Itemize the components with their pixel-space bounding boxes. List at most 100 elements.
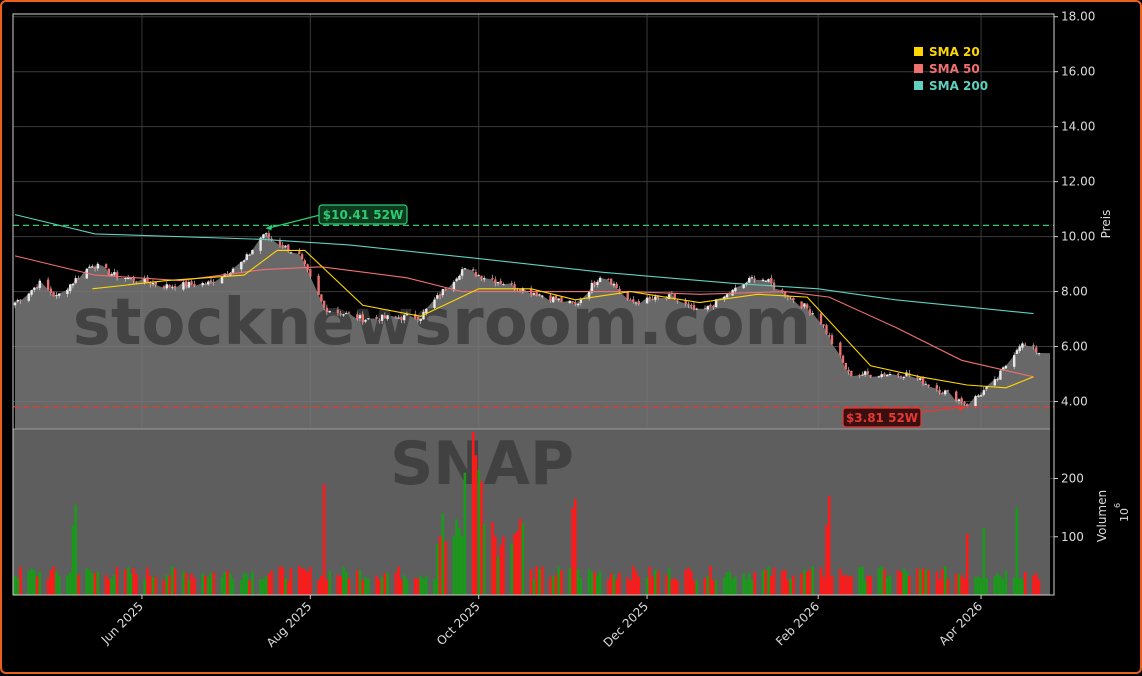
volume-bar	[510, 543, 514, 595]
candle-body	[201, 283, 204, 286]
volume-bar	[808, 569, 812, 595]
volume-bar	[609, 573, 613, 595]
candle-body	[265, 233, 268, 235]
volume-bar	[458, 527, 461, 595]
volume-bar	[356, 570, 359, 595]
volume-bar	[753, 572, 756, 595]
volume-bar	[996, 573, 999, 595]
candle-body	[212, 281, 215, 283]
candle-body	[187, 282, 191, 288]
volume-bar	[298, 566, 301, 595]
volume-bar	[27, 571, 31, 595]
volume-bar	[965, 533, 969, 595]
volume-bar	[656, 571, 660, 595]
candle-body	[966, 403, 969, 407]
volume-bar	[71, 525, 75, 595]
low-52w-arrow	[921, 406, 964, 413]
candle-body	[71, 283, 75, 286]
candle-body	[480, 275, 483, 279]
date-tick-label: Feb 2026	[773, 599, 822, 648]
volume-bar	[344, 571, 348, 595]
candle-body	[284, 245, 287, 248]
candle-body	[259, 237, 262, 251]
volume-bar	[474, 455, 478, 595]
volume-bar	[847, 576, 850, 595]
candle-body	[33, 287, 36, 290]
volume-bar	[772, 567, 776, 595]
volume-bar	[811, 566, 814, 595]
candle-body	[496, 282, 500, 284]
price-area-fill	[15, 233, 1050, 429]
sma20-line	[92, 249, 1034, 389]
volume-bar	[104, 574, 108, 595]
candle-body	[483, 278, 486, 280]
candle-body	[30, 290, 33, 295]
candle-body	[270, 238, 273, 240]
candle-body	[240, 261, 243, 270]
candle-body	[935, 385, 939, 389]
legend-label: SMA 20	[929, 45, 980, 59]
candle-body	[571, 301, 574, 303]
candle-body	[27, 293, 30, 301]
volume-bar	[877, 568, 881, 595]
volume-bar	[66, 575, 69, 595]
candle-body	[651, 298, 654, 300]
candle-body	[637, 301, 640, 305]
candle-body	[143, 278, 146, 283]
volume-tick-label: 200	[1061, 472, 1084, 486]
candle-body	[800, 301, 803, 308]
volume-bar	[339, 576, 342, 595]
volume-bar	[242, 573, 246, 595]
candle-body	[491, 278, 494, 280]
candle-body	[127, 277, 130, 280]
volume-bar	[999, 575, 1002, 595]
52w-levels: $10.41 52W $3.81 52W	[13, 204, 1054, 428]
candle-body	[1035, 347, 1038, 353]
candle-body	[146, 277, 149, 283]
volume-bar	[231, 579, 235, 595]
volume-bar	[764, 570, 767, 595]
volume-bar	[935, 571, 939, 595]
candle-body	[278, 240, 282, 246]
volume-bar	[568, 567, 572, 595]
candle-body	[378, 320, 381, 322]
volume-bar	[422, 578, 425, 595]
legend: SMA 20 SMA 50 SMA 200	[914, 45, 988, 93]
candle-body	[287, 244, 290, 252]
date-tick-label: Oct 2025	[434, 599, 483, 648]
candle-body	[171, 286, 174, 288]
volume-bar	[226, 570, 229, 595]
candle-body	[405, 314, 409, 316]
plot-border	[12, 13, 1055, 596]
volume-bar	[306, 572, 309, 595]
volume-bar	[844, 574, 848, 595]
volume-bar	[863, 580, 867, 595]
volume-bar	[632, 566, 635, 595]
volume-bar	[538, 568, 541, 595]
price-area	[13, 233, 1050, 595]
volume-bar	[154, 576, 158, 595]
candle-body	[880, 374, 883, 377]
volume-bar	[761, 570, 765, 595]
candle-body	[839, 342, 842, 356]
candle-body	[560, 297, 563, 303]
candle-body	[568, 300, 571, 304]
candle-body	[830, 335, 834, 344]
volume-bar	[549, 577, 552, 595]
volume-bar	[985, 578, 988, 595]
candle-body	[974, 396, 977, 407]
volume-bar	[1018, 578, 1021, 595]
volume-bar	[55, 571, 58, 595]
volume-bar	[554, 574, 558, 595]
volume-bar	[667, 568, 671, 595]
volume-bar	[107, 579, 111, 595]
volume-axis-label: Volumen	[1095, 490, 1109, 542]
volume-bar	[499, 545, 503, 595]
volume-bar	[827, 496, 831, 595]
volume-bar	[982, 528, 986, 595]
volume-bar	[1015, 507, 1019, 595]
volume-bar	[52, 566, 55, 595]
volume-bar	[805, 572, 809, 595]
candle-body	[541, 295, 544, 297]
candle-body	[750, 277, 754, 279]
